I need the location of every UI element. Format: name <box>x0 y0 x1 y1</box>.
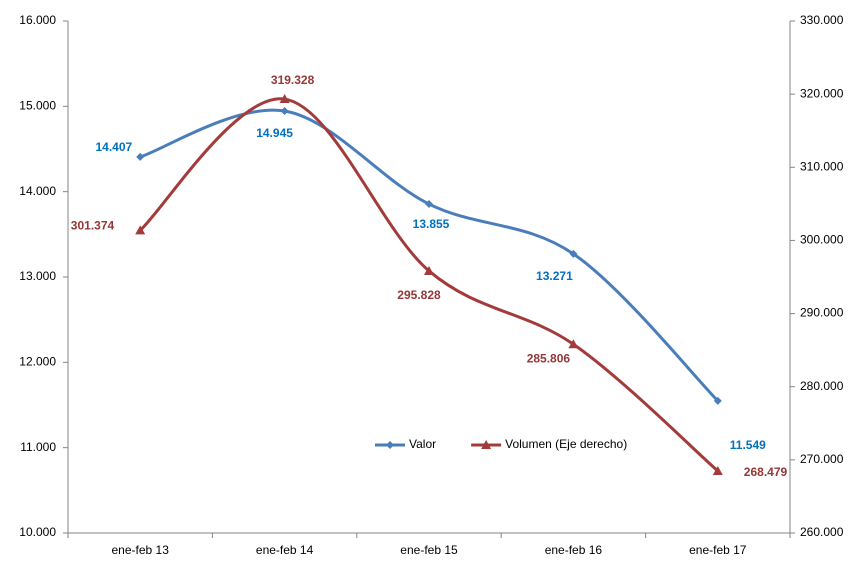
y-tick-label: 15.000 <box>19 99 56 113</box>
y2-tick-label: 290.000 <box>800 306 844 320</box>
point <box>279 94 290 104</box>
y2-tick-label: 270.000 <box>800 452 844 466</box>
data-label: 11.549 <box>730 438 766 452</box>
point <box>136 152 145 161</box>
point <box>386 441 394 449</box>
point <box>280 107 289 116</box>
y2-tick-label: 280.000 <box>800 379 844 393</box>
data-label: 14.945 <box>256 126 293 140</box>
data-label: 301.374 <box>71 219 115 233</box>
x-tick-label: ene-feb 17 <box>689 543 747 557</box>
x-tick-label: ene-feb 15 <box>400 543 458 557</box>
series-line <box>139 97 719 473</box>
data-label: 268.479 <box>744 465 788 479</box>
x-tick-label: ene-feb 16 <box>545 543 603 557</box>
y-tick-label: 13.000 <box>19 269 56 283</box>
x-tick-label: ene-feb 13 <box>112 543 170 557</box>
point <box>481 440 492 449</box>
x-tick-label: ene-feb 14 <box>256 543 314 557</box>
point <box>424 265 434 275</box>
y-tick-label: 10.000 <box>19 525 56 539</box>
point <box>135 225 146 235</box>
y2-tick-label: 330.000 <box>800 13 844 27</box>
point <box>712 465 723 475</box>
y-tick-label: 12.000 <box>19 355 56 369</box>
y-tick-label: 14.000 <box>19 184 56 198</box>
data-label: 295.828 <box>397 288 441 302</box>
series-line <box>139 108 719 402</box>
y2-tick-label: 320.000 <box>800 86 844 100</box>
y-tick-label: 11.000 <box>20 440 56 454</box>
data-label: 13.271 <box>536 269 573 283</box>
point <box>713 396 722 405</box>
y-tick-label: 16.000 <box>19 13 56 27</box>
data-label: 13.855 <box>413 217 450 231</box>
data-label: 14.407 <box>95 140 132 154</box>
point <box>568 339 579 349</box>
y2-tick-label: 260.000 <box>800 525 844 539</box>
legend-label: Valor <box>409 437 436 451</box>
legend-label: Volumen (Eje derecho) <box>505 437 627 451</box>
point <box>569 249 578 258</box>
y2-tick-label: 310.000 <box>800 159 844 173</box>
data-label: 285.806 <box>527 351 571 365</box>
y2-tick-label: 300.000 <box>800 233 844 247</box>
data-label: 319.328 <box>271 73 315 87</box>
point <box>425 200 433 209</box>
